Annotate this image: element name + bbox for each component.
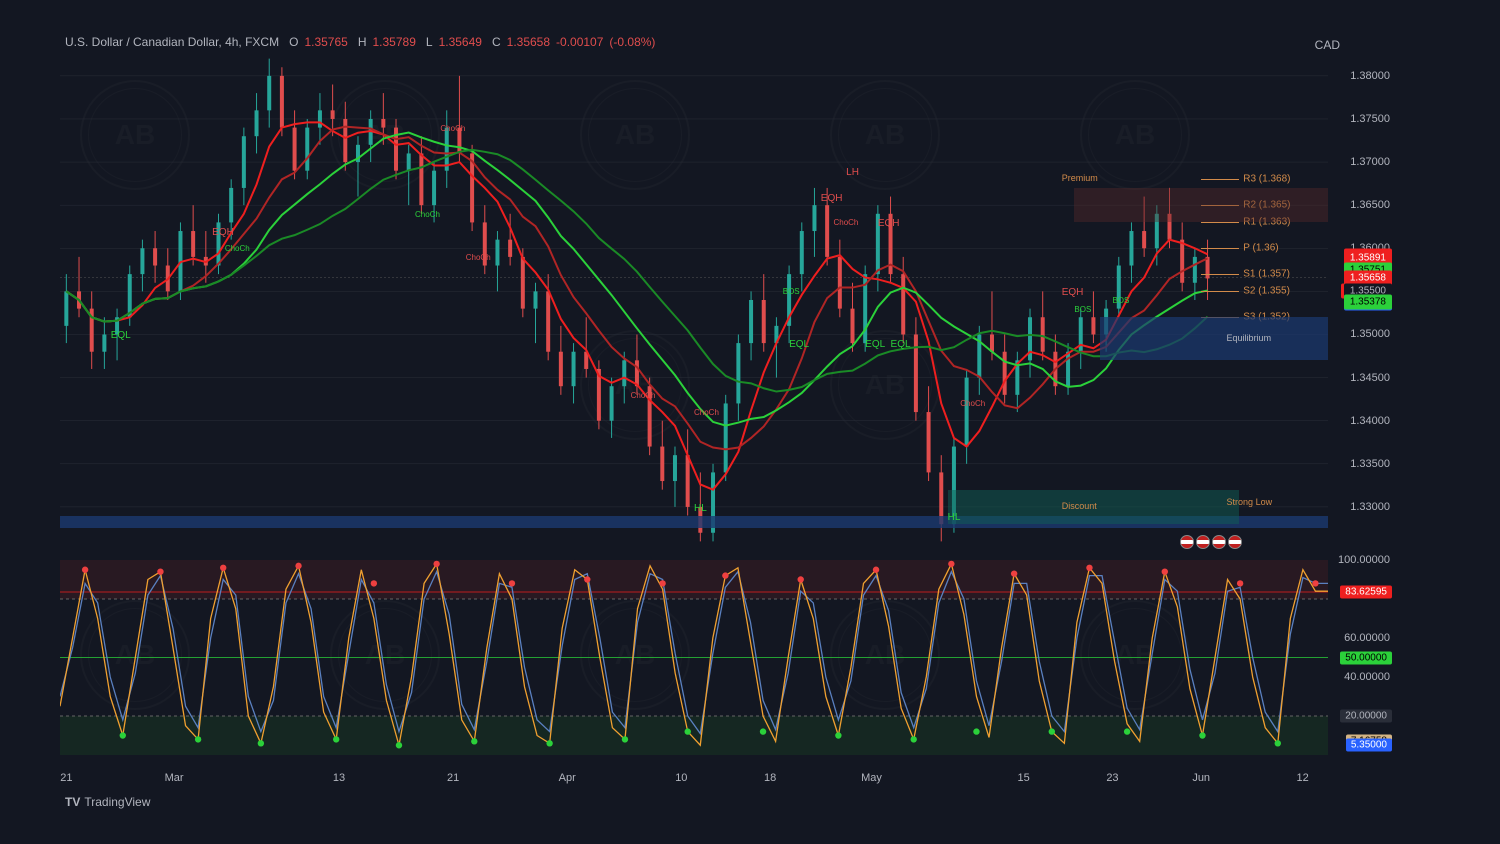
price-tick: 1.38000 [1350, 70, 1390, 82]
structure-label: HL [948, 512, 961, 523]
structure-label: EQH [1062, 287, 1084, 298]
pivot-line [1201, 222, 1239, 223]
zone-text-label: Strong Low [1227, 497, 1273, 507]
indicator-tick: 40.00000 [1344, 671, 1390, 683]
time-tick: 23 [1106, 772, 1118, 784]
ohlc-H: 1.35789 [373, 35, 416, 49]
price-tick: 1.33000 [1350, 501, 1390, 513]
structure-label: ChoCh [833, 218, 858, 227]
structure-label: BOS [1074, 305, 1091, 314]
structure-label: ChoCh [415, 210, 440, 219]
price-tick: 1.34500 [1350, 372, 1390, 384]
pivot-line [1201, 274, 1239, 275]
pivot-label: S1 (1.357) [1243, 269, 1290, 280]
symbol-title[interactable]: U.S. Dollar / Canadian Dollar, 4h, FXCM [65, 35, 279, 49]
ohlc-chg-pct: (-0.08%) [609, 35, 655, 49]
price-tag: 1.35378 [1344, 294, 1392, 309]
indicator-tick: 60.00000 [1344, 632, 1390, 644]
structure-label: BOS [783, 287, 800, 296]
structure-label: EQH [212, 227, 234, 238]
structure-label: ChoCh [440, 124, 465, 133]
flag-icon [1196, 535, 1210, 549]
flag-icon [1180, 535, 1194, 549]
structure-label: ChoCh [466, 253, 491, 262]
pivot-label: R3 (1.368) [1243, 174, 1290, 185]
structure-label: EQH [821, 193, 843, 204]
price-tick: 1.37000 [1350, 156, 1390, 168]
time-tick: 13 [333, 772, 345, 784]
structure-label: HL [694, 503, 707, 514]
price-tick: 1.34000 [1350, 415, 1390, 427]
indicator-tag: 50.00000 [1340, 651, 1392, 664]
price-tick: 1.36500 [1350, 199, 1390, 211]
pivot-label: P (1.36) [1243, 243, 1278, 254]
structure-label: EQL [891, 339, 911, 350]
time-tick: Mar [165, 772, 184, 784]
chart-header: U.S. Dollar / Canadian Dollar, 4h, FXCM … [65, 35, 655, 49]
ohlc-L-label: L [426, 35, 433, 49]
zone-text-label: Discount [1062, 501, 1097, 511]
indicator-tag: 83.62595 [1340, 585, 1392, 598]
price-tick: 1.37500 [1350, 113, 1390, 125]
ohlc-O: 1.35765 [304, 35, 347, 49]
time-tick: Apr [559, 772, 576, 784]
time-tick: 21 [60, 772, 72, 784]
zone-text-label: Equilibrium [1227, 333, 1272, 343]
time-tick: Jun [1192, 772, 1210, 784]
ohlc-C-label: C [492, 35, 501, 49]
indicator-pane[interactable] [60, 560, 1328, 755]
time-tick: 15 [1018, 772, 1030, 784]
tv-logo-icon: TV [65, 795, 80, 809]
structure-label: ChoCh [225, 244, 250, 253]
structure-label: ChoCh [960, 399, 985, 408]
structure-label: ChoCh [631, 391, 656, 400]
structure-label: EQL [865, 339, 885, 350]
time-tick: 10 [675, 772, 687, 784]
main-price-chart[interactable] [60, 50, 1328, 550]
structure-label: ChoCh [694, 408, 719, 417]
structure-label: EQL [111, 330, 131, 341]
structure-label: EQH [878, 218, 900, 229]
indicator-tag: 20.00000 [1340, 710, 1392, 723]
zone-text-label: Premium [1062, 173, 1098, 183]
pivot-line [1201, 291, 1239, 292]
time-tick: 18 [764, 772, 776, 784]
zone-equilibrium-zone [1100, 317, 1328, 360]
ohlc-C: 1.35658 [507, 35, 550, 49]
flag-icon [1212, 535, 1226, 549]
time-tick: May [861, 772, 882, 784]
ohlc-chg-abs: -0.00107 [556, 35, 603, 49]
indicator-tick: 100.00000 [1338, 554, 1390, 566]
brand-name: TradingView [84, 795, 150, 809]
flag-icons [1180, 535, 1242, 549]
time-tick: 12 [1297, 772, 1309, 784]
structure-label: EQL [789, 339, 809, 350]
price-tick: 1.33500 [1350, 458, 1390, 470]
structure-label: BOS [1112, 296, 1129, 305]
ohlc-O-label: O [289, 35, 298, 49]
footer-brand[interactable]: TV TradingView [65, 795, 150, 809]
time-axis[interactable]: 21 Mar 13 21 Apr 10 18 May 15 23 Jun 12 [60, 764, 1328, 784]
chart-container: AB AB AB AB AB AB AB AB AB AB AB AB U.S.… [0, 0, 1500, 844]
pivot-line [1201, 179, 1239, 180]
flag-icon [1228, 535, 1242, 549]
structure-label: LH [846, 167, 859, 178]
price-tick: 1.35000 [1350, 328, 1390, 340]
indicator-tag: 5.35000 [1346, 738, 1392, 751]
pivot-label: S2 (1.355) [1243, 286, 1290, 297]
pivot-line [1201, 248, 1239, 249]
ohlc-L: 1.35649 [439, 35, 482, 49]
ohlc-H-label: H [358, 35, 367, 49]
time-tick: 21 [447, 772, 459, 784]
zone-premium-zone [1074, 188, 1328, 222]
